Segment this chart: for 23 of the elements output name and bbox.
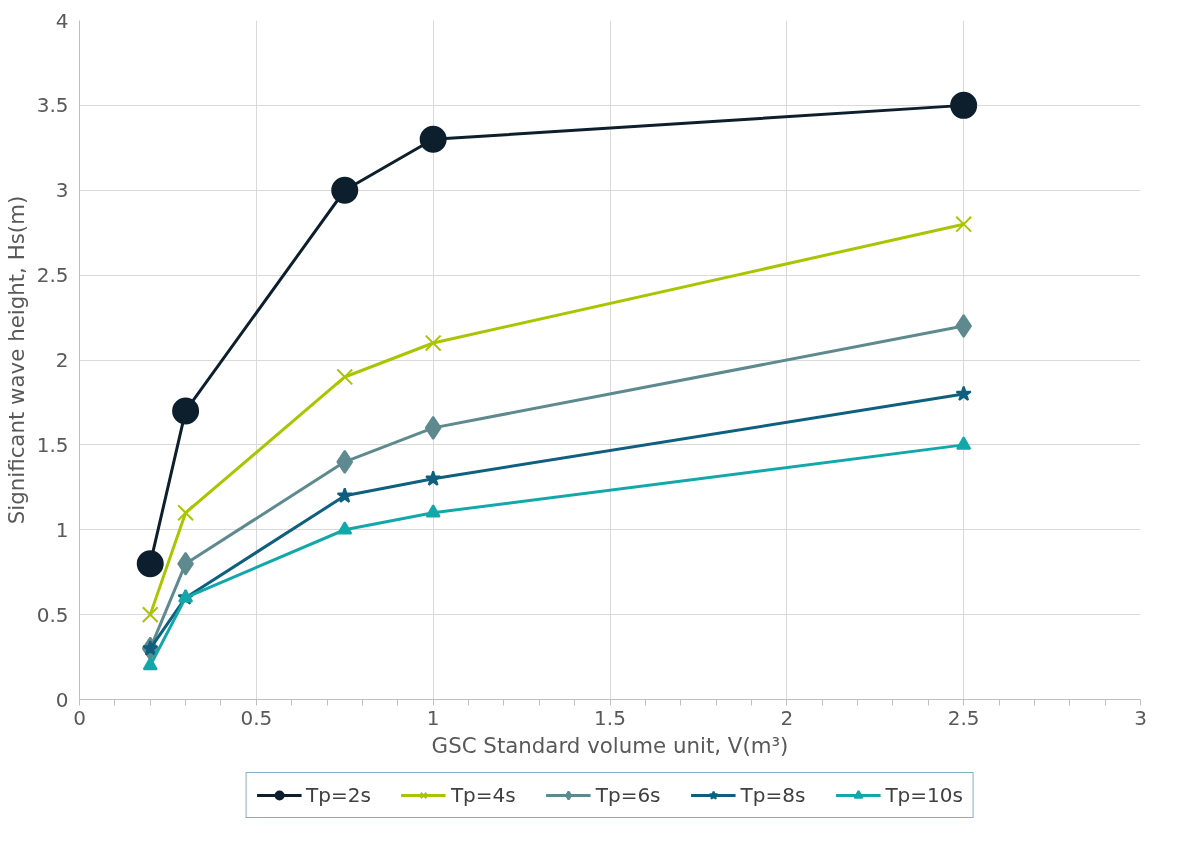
- x-tick-label: 3: [1134, 705, 1147, 730]
- legend-label: Tp=8s: [740, 783, 806, 807]
- y-tick-label: 3: [55, 178, 69, 203]
- y-tick-label: 0: [55, 687, 69, 712]
- x-tick-label: 2: [780, 705, 794, 730]
- legend-label: Tp=4s: [450, 783, 516, 807]
- y-tick-label: 1.5: [36, 432, 69, 457]
- y-tick-label: 3.5: [36, 93, 69, 118]
- y-tick-label: 2.5: [36, 263, 69, 288]
- y-axis-title: Significant wave height, Hs(m): [3, 195, 29, 525]
- y-tick-label: 2: [55, 348, 69, 372]
- x-tick-label: 1.5: [594, 705, 626, 730]
- y-tick-label: 1: [55, 517, 69, 542]
- y-tick-label: 0.5: [36, 602, 69, 627]
- x-tick-label: 0.5: [240, 705, 273, 730]
- x-tick-label: 1: [426, 705, 440, 730]
- legend-label: Tp=2s: [306, 783, 371, 807]
- x-tick-label: 2.5: [947, 705, 980, 730]
- legend-label: Tp=6s: [595, 783, 661, 807]
- x-axis-title: GSC Standard volume unit, V(m³): [431, 732, 789, 758]
- y-tick-label: 4: [55, 8, 69, 33]
- x-tick-label: 0: [73, 705, 86, 730]
- legend-label: Tp=10s: [885, 783, 963, 807]
